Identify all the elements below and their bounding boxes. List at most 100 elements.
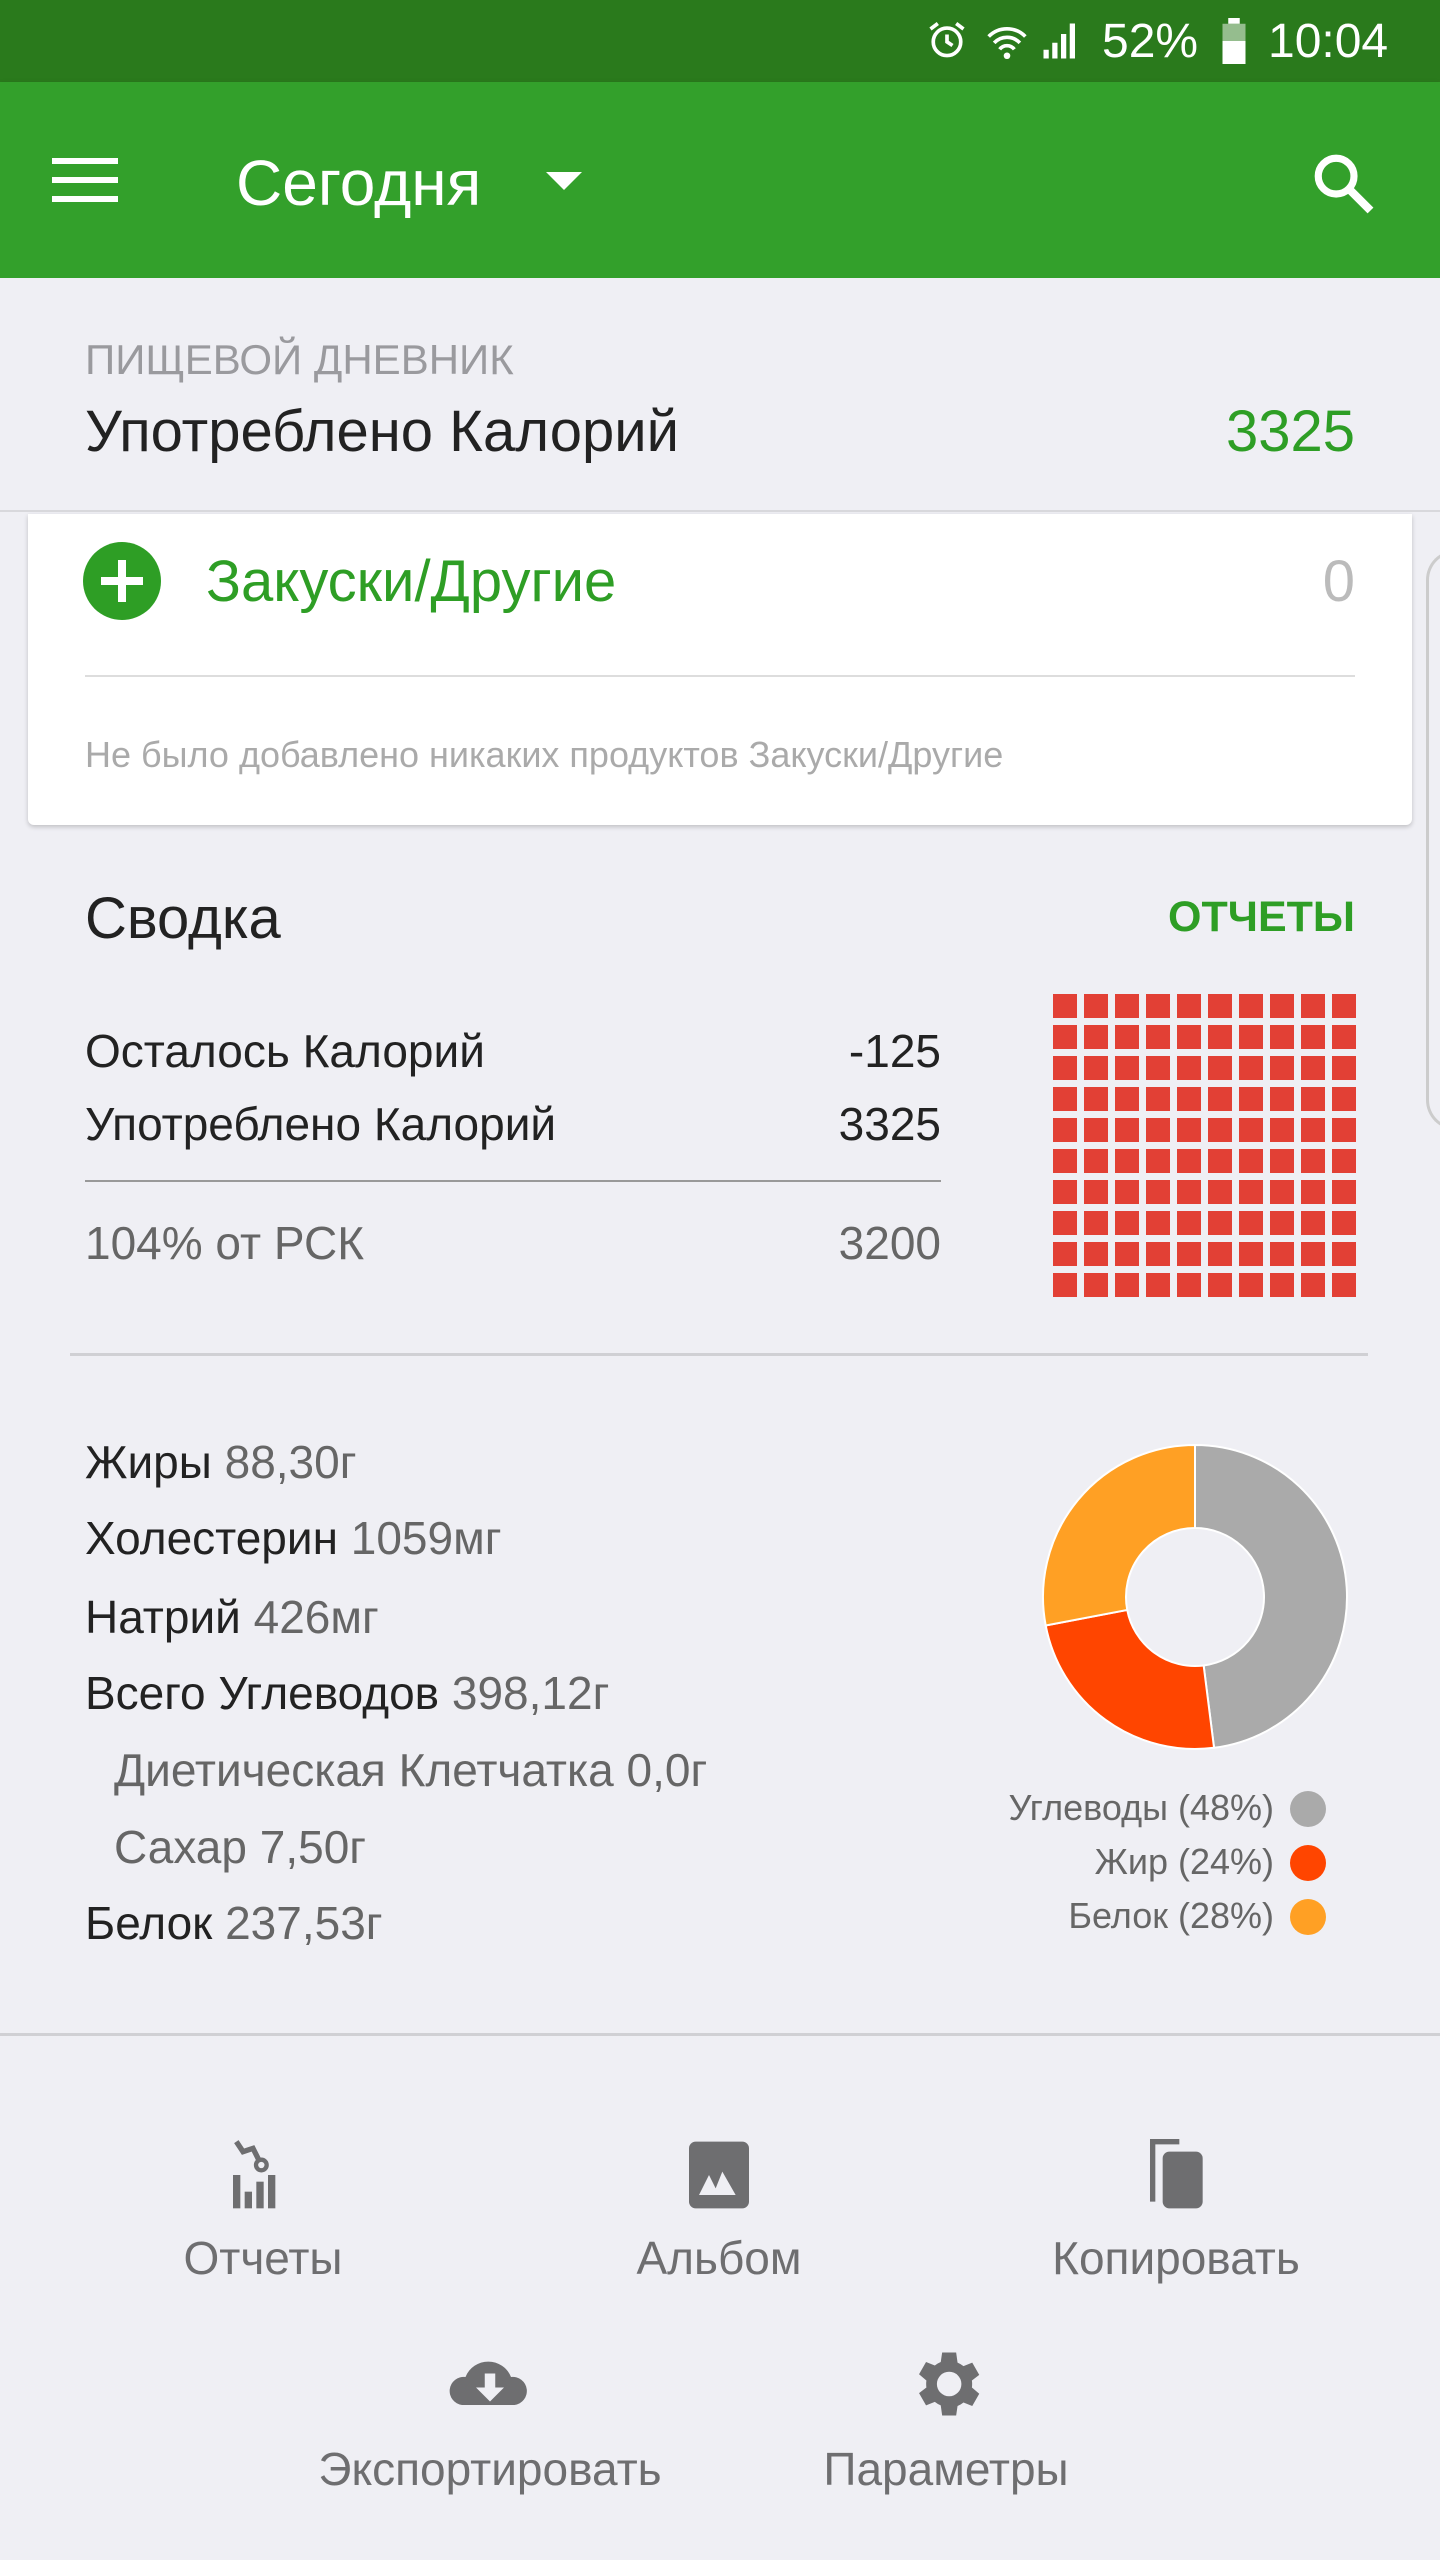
nutrient-label: Всего Углеводов <box>85 1667 440 1719</box>
menu-icon[interactable] <box>52 156 118 204</box>
divider <box>0 2033 1440 2036</box>
grid-cell <box>1270 1056 1294 1080</box>
grid-cell <box>1177 994 1201 1018</box>
signal-icon <box>1043 23 1075 59</box>
grid-cell <box>1053 1180 1077 1204</box>
image-album-icon <box>689 2141 749 2209</box>
add-food-icon[interactable] <box>83 542 161 620</box>
settings-label: Параметры <box>823 2443 1069 2495</box>
battery-icon <box>1222 18 1246 64</box>
nutrient-value: 1059мг <box>350 1512 502 1564</box>
donut-slice <box>1044 1608 1216 1750</box>
grid-cell <box>1332 1025 1356 1049</box>
grid-cell <box>1084 1118 1108 1142</box>
nutrient-label: Сахар <box>114 1821 247 1873</box>
rdi-value: 3200 <box>838 1217 941 1269</box>
nutrient-value: 398,12г <box>451 1667 610 1719</box>
grid-cell <box>1301 994 1325 1018</box>
grid-cell <box>1239 1118 1263 1142</box>
grid-cell <box>1115 1180 1139 1204</box>
donut-slice <box>1042 1443 1196 1627</box>
grid-cell <box>1146 1242 1170 1266</box>
grid-cell <box>1208 1025 1232 1049</box>
grid-cell <box>1084 1180 1108 1204</box>
nutrient-row: Жиры 88,30г <box>85 1435 357 1489</box>
divider <box>85 1180 941 1182</box>
clock: 10:04 <box>1268 15 1389 68</box>
nutrient-value: 88,30г <box>224 1436 357 1488</box>
grid-cell <box>1208 1149 1232 1173</box>
grid-cell <box>1115 1087 1139 1111</box>
grid-cell <box>1115 1118 1139 1142</box>
export-button[interactable]: Экспортировать <box>290 2342 690 2496</box>
reports-button[interactable]: Отчеты <box>63 2135 463 2285</box>
grid-cell <box>1115 1273 1139 1297</box>
calorie-grid <box>1053 994 1356 1297</box>
grid-cell <box>1084 1025 1108 1049</box>
legend-carbs-dot <box>1290 1791 1326 1827</box>
grid-cell <box>1177 1180 1201 1204</box>
grid-cell <box>1239 1149 1263 1173</box>
export-label: Экспортировать <box>318 2443 662 2495</box>
divider <box>70 1353 1368 1356</box>
grid-cell <box>1270 1118 1294 1142</box>
consumed-label: Употреблено Калорий <box>85 399 680 464</box>
consumed-summary-label: Употреблено Калорий <box>85 1098 557 1150</box>
grid-cell <box>1053 1242 1077 1266</box>
settings-button[interactable]: Параметры <box>746 2342 1146 2496</box>
grid-cell <box>1270 1087 1294 1111</box>
grid-cell <box>1301 1025 1325 1049</box>
nutrient-value: 0,0г <box>626 1744 708 1796</box>
grid-cell <box>1270 1149 1294 1173</box>
grid-cell <box>1115 1056 1139 1080</box>
grid-cell <box>1084 1273 1108 1297</box>
reports-link[interactable]: ОТЧЕТЫ <box>1168 893 1355 941</box>
grid-cell <box>1084 994 1108 1018</box>
grid-cell <box>1084 1211 1108 1235</box>
nutrient-row: Сахар 7,50г <box>114 1820 366 1874</box>
macro-donut-chart <box>1042 1443 1348 1750</box>
grid-cell <box>1146 1025 1170 1049</box>
search-icon[interactable] <box>1310 150 1376 216</box>
nutrient-value: 7,50г <box>259 1821 367 1873</box>
meal-title[interactable]: Закуски/Другие <box>206 549 617 614</box>
nutrient-row: Всего Углеводов 398,12г <box>85 1666 609 1720</box>
grid-cell <box>1053 1211 1077 1235</box>
grid-cell <box>1177 1149 1201 1173</box>
grid-cell <box>1239 1180 1263 1204</box>
grid-cell <box>1332 1211 1356 1235</box>
grid-cell <box>1053 994 1077 1018</box>
grid-cell <box>1301 1118 1325 1142</box>
grid-cell <box>1239 994 1263 1018</box>
legend-fat-dot <box>1290 1845 1326 1881</box>
grid-cell <box>1332 1180 1356 1204</box>
nutrient-label: Холестерин <box>85 1512 338 1564</box>
grid-cell <box>1332 1056 1356 1080</box>
grid-cell <box>1053 1087 1077 1111</box>
grid-cell <box>1301 1180 1325 1204</box>
album-button[interactable]: Альбом <box>519 2135 919 2285</box>
donut-slice <box>1194 1443 1348 1749</box>
copy-button[interactable]: Копировать <box>976 2135 1376 2285</box>
grid-cell <box>1301 1242 1325 1266</box>
grid-cell <box>1332 1087 1356 1111</box>
rdi-label: 104% от РСК <box>85 1217 365 1269</box>
grid-cell <box>1208 1087 1232 1111</box>
alarm-icon <box>929 22 965 58</box>
nutrient-row: Диетическая Клетчатка 0,0г <box>114 1743 707 1797</box>
date-selector[interactable]: Сегодня <box>236 82 656 278</box>
nutrient-label: Диетическая Клетчатка <box>114 1744 614 1796</box>
grid-cell <box>1270 1273 1294 1297</box>
grid-cell <box>1146 1211 1170 1235</box>
grid-cell <box>1084 1056 1108 1080</box>
consumed-summary-value: 3325 <box>838 1098 941 1150</box>
grid-cell <box>1332 994 1356 1018</box>
battery-percent: 52% <box>1102 15 1199 68</box>
grid-cell <box>1208 1242 1232 1266</box>
grid-cell <box>1115 994 1139 1018</box>
grid-cell <box>1208 1211 1232 1235</box>
grid-cell <box>1115 1149 1139 1173</box>
nutrient-row: Холестерин 1059мг <box>85 1511 502 1565</box>
grid-cell <box>1084 1087 1108 1111</box>
grid-cell <box>1239 1211 1263 1235</box>
